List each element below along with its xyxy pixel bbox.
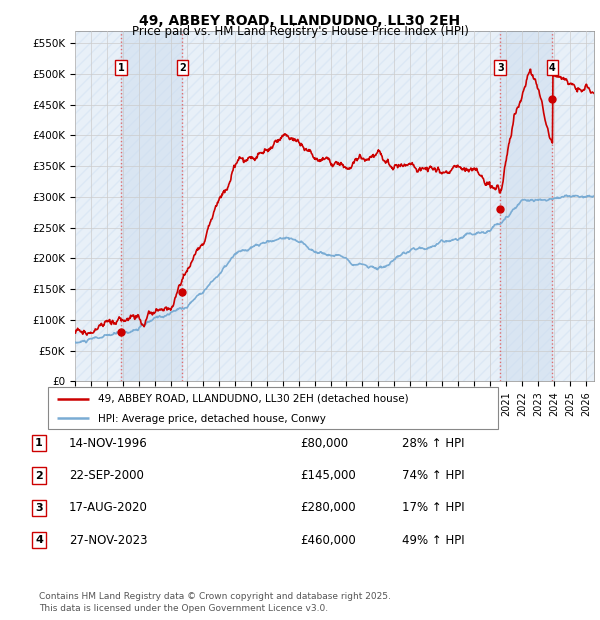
Text: 14-NOV-1996: 14-NOV-1996 — [69, 437, 148, 450]
Text: 2: 2 — [179, 63, 185, 73]
Bar — [500, 31, 553, 381]
FancyBboxPatch shape — [48, 387, 498, 429]
Text: 28% ↑ HPI: 28% ↑ HPI — [402, 437, 464, 450]
Text: 74% ↑ HPI: 74% ↑ HPI — [402, 469, 464, 482]
Text: £280,000: £280,000 — [300, 502, 356, 514]
Bar — [121, 31, 182, 381]
Text: 49, ABBEY ROAD, LLANDUDNO, LL30 2EH (detached house): 49, ABBEY ROAD, LLANDUDNO, LL30 2EH (det… — [97, 394, 408, 404]
Text: 49, ABBEY ROAD, LLANDUDNO, LL30 2EH: 49, ABBEY ROAD, LLANDUDNO, LL30 2EH — [139, 14, 461, 28]
Text: 4: 4 — [549, 63, 556, 73]
Text: 4: 4 — [35, 535, 43, 545]
Text: 27-NOV-2023: 27-NOV-2023 — [69, 534, 148, 546]
Text: 2: 2 — [35, 471, 43, 480]
Text: 49% ↑ HPI: 49% ↑ HPI — [402, 534, 464, 546]
Text: £460,000: £460,000 — [300, 534, 356, 546]
Text: 1: 1 — [35, 438, 43, 448]
Text: 1: 1 — [118, 63, 124, 73]
Text: £80,000: £80,000 — [300, 437, 348, 450]
Text: 3: 3 — [35, 503, 43, 513]
Text: 17% ↑ HPI: 17% ↑ HPI — [402, 502, 464, 514]
Text: £145,000: £145,000 — [300, 469, 356, 482]
Text: HPI: Average price, detached house, Conwy: HPI: Average price, detached house, Conw… — [97, 414, 325, 423]
Text: Contains HM Land Registry data © Crown copyright and database right 2025.
This d: Contains HM Land Registry data © Crown c… — [39, 591, 391, 613]
Text: 22-SEP-2000: 22-SEP-2000 — [69, 469, 144, 482]
Text: Price paid vs. HM Land Registry's House Price Index (HPI): Price paid vs. HM Land Registry's House … — [131, 25, 469, 38]
Text: 17-AUG-2020: 17-AUG-2020 — [69, 502, 148, 514]
Text: 3: 3 — [497, 63, 503, 73]
